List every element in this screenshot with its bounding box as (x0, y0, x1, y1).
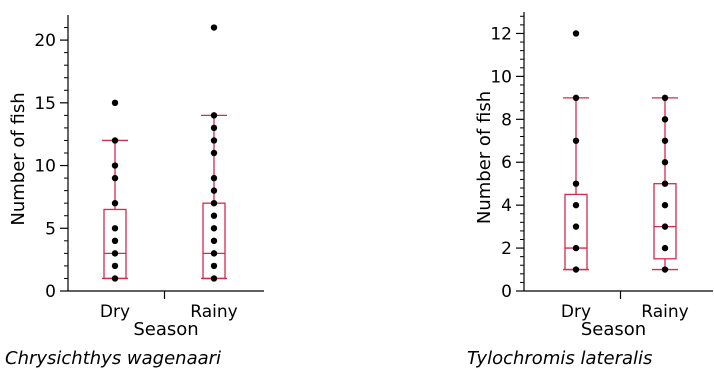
data-point (111, 262, 119, 270)
y-tick-label: 12 (490, 24, 512, 44)
box-dry (102, 99, 128, 282)
x-category-label: Dry (100, 302, 130, 322)
data-point (111, 162, 119, 169)
data-point (210, 137, 218, 144)
data-point (111, 199, 119, 207)
data-point (572, 201, 580, 209)
data-point (111, 99, 119, 107)
data-point (210, 24, 218, 31)
box-rainy (201, 24, 227, 282)
y-axis-title: Number of fish (474, 91, 495, 224)
y-tick-label: 20 (34, 31, 56, 51)
data-point (572, 244, 580, 252)
y-tick-label: 0 (501, 282, 512, 302)
y-axis-title: Number of fish (8, 92, 29, 225)
data-point (572, 223, 580, 230)
data-point (661, 266, 669, 273)
species-caption: Tylochromis lateralis (467, 348, 652, 369)
data-point (111, 225, 119, 232)
data-point (661, 116, 669, 123)
x-axis-title: Season (581, 319, 646, 340)
data-point (210, 250, 218, 257)
data-point (210, 187, 218, 194)
data-point (111, 237, 119, 245)
data-point (210, 237, 218, 245)
data-point (661, 223, 669, 230)
y-tick-label: 6 (501, 153, 512, 173)
data-point (210, 199, 218, 207)
data-point (210, 225, 218, 232)
data-point (661, 94, 669, 102)
y-tick-label: 5 (45, 219, 56, 239)
species-caption: Chrysichthys wagenaari (5, 348, 221, 369)
data-point (661, 201, 669, 209)
x-axis-title: Season (133, 319, 198, 340)
data-point (111, 250, 119, 257)
data-point (572, 30, 580, 37)
data-point (111, 174, 119, 182)
data-point (210, 112, 218, 119)
y-tick-label: 2 (501, 239, 512, 259)
x-category-label: Dry (561, 302, 591, 322)
data-point (210, 275, 218, 282)
data-point (572, 94, 580, 102)
data-point (210, 149, 218, 157)
y-tick-label: 15 (34, 94, 56, 114)
data-point (210, 212, 218, 219)
data-point (572, 266, 580, 273)
data-point (572, 180, 580, 187)
data-point (111, 137, 119, 144)
data-point (210, 124, 218, 132)
y-tick-label: 4 (501, 196, 512, 216)
box-dry (563, 30, 589, 273)
data-point (661, 180, 669, 187)
y-tick-label: 8 (501, 110, 512, 130)
data-point (661, 137, 669, 144)
box-rainy (652, 94, 678, 273)
data-point (210, 174, 218, 182)
y-tick-label: 10 (490, 67, 512, 87)
x-category-label: Rainy (190, 302, 237, 322)
y-tick-label: 0 (45, 282, 56, 302)
x-category-label: Rainy (641, 302, 688, 322)
data-point (661, 159, 669, 166)
data-point (572, 137, 580, 144)
data-point (111, 275, 119, 282)
data-point (210, 262, 218, 270)
y-tick-label: 10 (34, 157, 56, 177)
data-point (661, 244, 669, 252)
